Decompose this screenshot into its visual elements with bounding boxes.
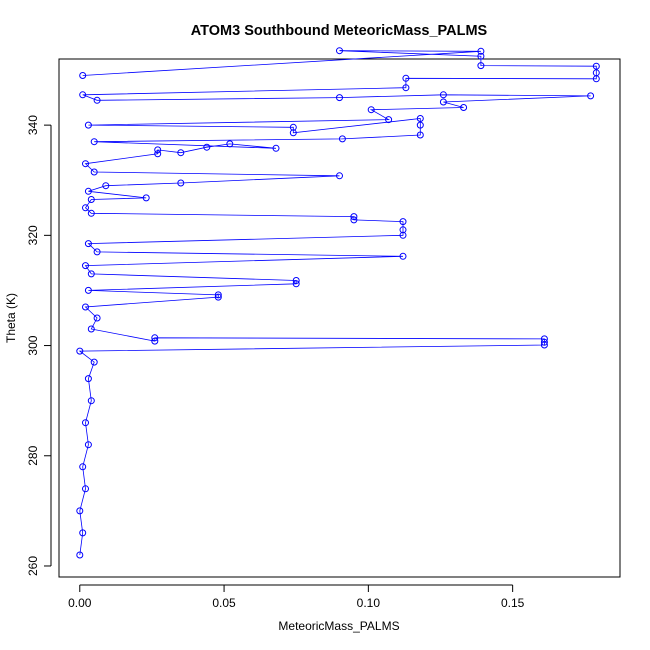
- data-point: [102, 182, 110, 190]
- data-point: [84, 240, 92, 248]
- data-point: [214, 293, 222, 301]
- y-tick-label: 260: [26, 556, 40, 576]
- data-point: [87, 196, 95, 203]
- data-point: [177, 179, 185, 187]
- data-point: [477, 52, 485, 60]
- data-point: [336, 172, 343, 180]
- x-tick-label: 0.15: [501, 596, 525, 610]
- data-point: [416, 121, 424, 129]
- data-point: [82, 485, 89, 493]
- chart-title: ATOM3 Southbound MeteoricMass_PALMS: [191, 23, 488, 39]
- data-point: [203, 143, 211, 151]
- data-point: [477, 47, 485, 55]
- series-line: [78, 50, 597, 556]
- data-point: [460, 104, 468, 111]
- data-point: [87, 209, 95, 217]
- data-point: [93, 96, 101, 104]
- data-point: [93, 248, 101, 256]
- data-point: [399, 226, 407, 234]
- data-point: [142, 194, 150, 202]
- x-tick-label: 0.10: [357, 596, 381, 610]
- data-point: [87, 270, 95, 278]
- data-point: [439, 98, 447, 106]
- data-point: [399, 252, 407, 260]
- data-point: [416, 131, 424, 139]
- data-point: [84, 286, 92, 294]
- data-point: [402, 74, 410, 82]
- data-point: [154, 150, 162, 158]
- data-point: [76, 551, 84, 559]
- data-point: [336, 94, 343, 102]
- y-axis-label: Theta (K): [4, 293, 18, 343]
- y-tick-label: 340: [26, 115, 40, 135]
- y-tick-label: 280: [26, 445, 40, 465]
- data-point: [350, 216, 358, 224]
- data-point: [82, 262, 89, 270]
- data-point: [90, 358, 98, 366]
- data-point: [84, 187, 92, 195]
- data-point: [84, 121, 92, 129]
- data-point: [177, 149, 185, 157]
- data-point: [87, 397, 95, 405]
- data-point: [336, 47, 343, 55]
- data-point: [87, 325, 95, 333]
- y-tick-label: 320: [26, 225, 40, 245]
- data-point: [82, 419, 89, 427]
- data-point: [592, 62, 600, 70]
- data-point: [90, 138, 98, 146]
- data-point: [439, 91, 447, 99]
- data-point: [84, 441, 92, 449]
- data-point: [292, 280, 300, 288]
- data-point: [214, 291, 222, 299]
- series-lines: [78, 50, 597, 556]
- data-point: [402, 84, 410, 92]
- series-points: [76, 47, 600, 559]
- data-point: [416, 115, 424, 122]
- data-point: [82, 160, 89, 168]
- data-point: [350, 213, 358, 221]
- data-point: [79, 463, 87, 471]
- data-point: [79, 529, 87, 537]
- data-point: [79, 91, 87, 99]
- data-point: [587, 92, 595, 100]
- data-point: [154, 146, 162, 154]
- plot-frame: [58, 58, 621, 578]
- data-point: [338, 135, 346, 143]
- data-point: [289, 123, 297, 131]
- data-point: [76, 507, 84, 515]
- data-point: [399, 218, 407, 226]
- y-axis: 260 280 300 320 340: [26, 115, 52, 576]
- data-point: [367, 106, 375, 114]
- data-point: [272, 144, 280, 152]
- data-point: [151, 337, 159, 345]
- data-point: [292, 277, 300, 284]
- x-tick-label: 0.05: [212, 596, 236, 610]
- data-point: [477, 62, 485, 70]
- data-point: [90, 168, 98, 176]
- x-axis: 0.00 0.05 0.10 0.15: [68, 584, 525, 610]
- data-point: [226, 140, 234, 148]
- data-point: [82, 204, 89, 212]
- data-point: [84, 375, 92, 383]
- data-point: [82, 303, 89, 311]
- data-point: [385, 116, 393, 124]
- data-point: [76, 347, 84, 355]
- data-point: [540, 335, 548, 343]
- y-tick-label: 300: [26, 335, 40, 355]
- data-point: [79, 72, 87, 79]
- data-point: [93, 314, 101, 322]
- data-point: [151, 334, 159, 342]
- data-point: [540, 338, 548, 346]
- x-axis-label: MeteoricMass_PALMS: [278, 619, 399, 633]
- data-point: [592, 69, 600, 77]
- x-tick-label: 0.00: [68, 596, 92, 610]
